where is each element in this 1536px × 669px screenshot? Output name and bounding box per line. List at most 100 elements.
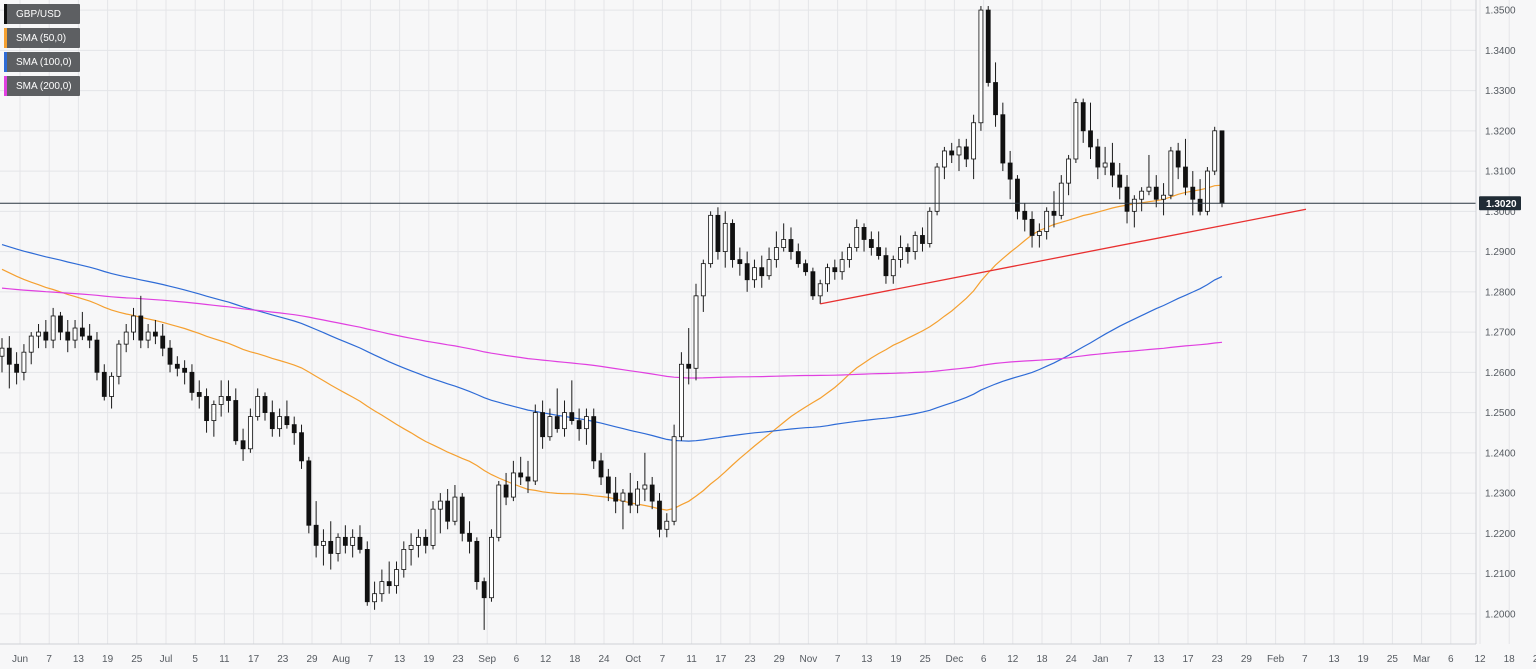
- y-tick-label-11: 1.3100: [1485, 167, 1516, 178]
- candle-body-52: [379, 581, 385, 595]
- x-tick-label-19: 18: [569, 654, 581, 665]
- candle-body-63: [459, 496, 465, 534]
- candle-body-124: [905, 247, 911, 252]
- x-tick-label-10: 29: [306, 654, 318, 665]
- candle-body-48: [350, 536, 356, 546]
- candle-body-165: [1204, 170, 1210, 212]
- candle-body-41: [299, 432, 304, 462]
- x-tick-label-36: 24: [1066, 654, 1078, 665]
- x-tick-label-52: 24: [1533, 654, 1536, 665]
- candle-body-60: [437, 500, 443, 510]
- candle-body-117: [854, 227, 860, 248]
- candle-body-85: [620, 492, 626, 502]
- candle-body-13: [94, 339, 100, 373]
- legend-swatch-gbpusd: [4, 4, 7, 24]
- candle-body-45: [328, 540, 334, 554]
- y-tick-label-6: 1.2600: [1485, 368, 1516, 379]
- x-tick-label-9: 23: [277, 654, 289, 665]
- candle-body-114: [832, 267, 838, 273]
- legend-item-sma200[interactable]: SMA (200,0): [4, 76, 80, 96]
- candle-body-11: [79, 327, 85, 337]
- candle-body-158: [1153, 186, 1159, 200]
- candle-body-86: [627, 492, 633, 506]
- candle-body-69: [503, 484, 509, 498]
- candle-body-26: [189, 371, 195, 393]
- x-tick-label-34: 12: [1007, 654, 1019, 665]
- candle-body-71: [518, 472, 524, 478]
- candle-body-164: [1197, 198, 1203, 212]
- candle-body-72: [525, 476, 531, 482]
- candle-body-94: [686, 363, 692, 369]
- candle-body-102: [744, 263, 750, 281]
- candle-body-30: [218, 396, 224, 405]
- candle-body-43: [313, 524, 319, 546]
- x-tick-label-23: 11: [686, 654, 697, 665]
- candle-body-119: [868, 239, 874, 248]
- x-tick-label-16: Sep: [478, 654, 496, 665]
- candle-body-46: [335, 536, 341, 554]
- candle-body-67: [489, 536, 494, 599]
- candle-body-89: [649, 484, 655, 502]
- candle-body-121: [883, 255, 889, 277]
- candle-body-16: [116, 343, 122, 377]
- x-tick-label-20: 24: [598, 654, 610, 665]
- x-tick-label-27: Nov: [800, 654, 818, 665]
- candle-body-55: [401, 549, 407, 570]
- candle-body-47: [342, 536, 348, 546]
- candles: [0, 6, 1225, 630]
- x-tick-label-2: 13: [73, 654, 85, 665]
- candle-body-135: [985, 9, 991, 83]
- candle-body-64: [467, 532, 472, 542]
- x-tick-label-30: 19: [890, 654, 902, 665]
- x-tick-label-32: Dec: [946, 654, 964, 665]
- candle-body-38: [277, 416, 283, 430]
- candle-body-65: [474, 540, 480, 583]
- y-tick-label-3: 1.2300: [1485, 489, 1516, 500]
- candle-body-90: [657, 500, 662, 530]
- candle-body-27: [196, 392, 202, 397]
- sma-50-line: [1, 184, 1223, 511]
- x-tick-label-37: Jan: [1092, 654, 1108, 665]
- legend-item-sma100[interactable]: SMA (100,0): [4, 52, 80, 72]
- candle-body-144: [1051, 210, 1057, 216]
- chart-grid: [0, 0, 1510, 644]
- candle-body-92: [671, 436, 677, 522]
- x-tick-label-48: Mar: [1413, 654, 1431, 665]
- chart-legend: GBP/USD SMA (50,0) SMA (100,0) SMA (200,…: [4, 4, 80, 96]
- legend-item-sma50[interactable]: SMA (50,0): [4, 28, 80, 48]
- candle-body-15: [109, 375, 114, 397]
- candle-body-78: [569, 412, 575, 422]
- candle-body-40: [291, 424, 297, 434]
- candle-body-106: [773, 247, 779, 261]
- legend-item-gbpusd[interactable]: GBP/USD: [4, 4, 80, 24]
- candle-body-139: [1015, 178, 1020, 212]
- legend-label-sma50: SMA (50,0): [16, 32, 67, 44]
- candle-body-9: [65, 331, 71, 341]
- candle-body-101: [737, 259, 743, 265]
- x-tick-label-49: 6: [1448, 654, 1454, 665]
- candle-body-166: [1212, 130, 1218, 172]
- x-tick-label-13: 13: [394, 654, 406, 665]
- candle-body-159: [1161, 194, 1166, 200]
- candle-body-44: [321, 540, 326, 546]
- sma-100-line: [1, 244, 1223, 442]
- candle-body-149: [1088, 130, 1093, 148]
- candle-body-95: [693, 295, 699, 369]
- support-trendline: [820, 208, 1307, 305]
- x-tick-label-33: 6: [981, 654, 987, 665]
- y-tick-label-2: 1.2200: [1485, 529, 1516, 540]
- candle-body-123: [898, 247, 903, 261]
- candle-body-83: [605, 476, 611, 494]
- candle-body-112: [817, 283, 823, 297]
- legend-swatch-sma100: [4, 52, 7, 72]
- candle-body-56: [408, 544, 414, 550]
- x-tick-label-26: 29: [774, 654, 786, 665]
- candle-body-138: [1007, 162, 1013, 180]
- candle-body-82: [598, 460, 604, 478]
- x-tick-label-4: 25: [131, 654, 143, 665]
- candle-body-91: [664, 520, 670, 530]
- y-tick-label-5: 1.2500: [1485, 408, 1516, 419]
- candle-body-110: [803, 263, 808, 273]
- candle-body-62: [452, 496, 458, 522]
